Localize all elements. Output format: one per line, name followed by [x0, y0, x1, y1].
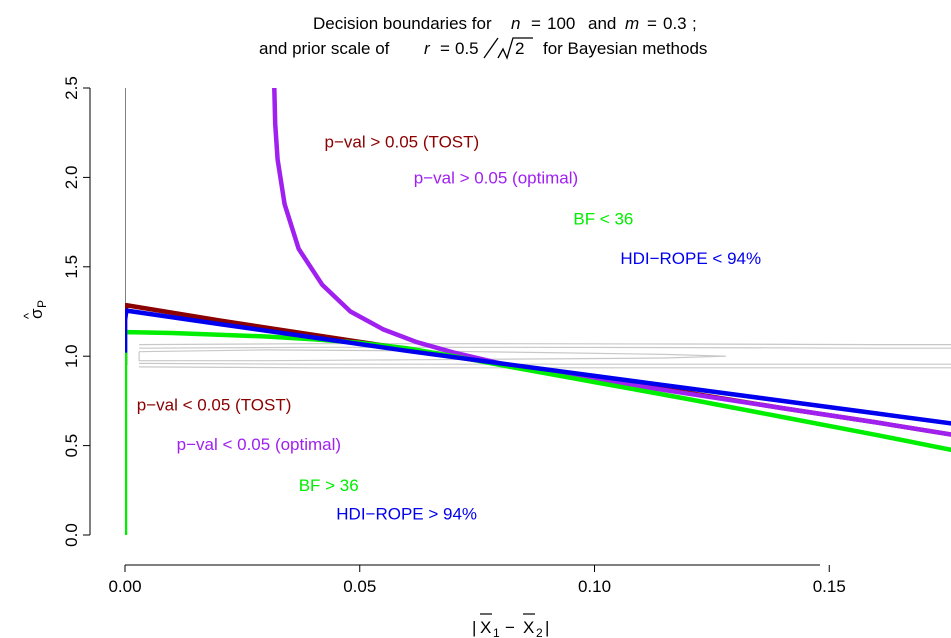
title-r-numerator: 0.5: [455, 39, 479, 58]
x-axis-label: | X 1 − X 2 |: [472, 613, 549, 638]
y-tick-label: 1.0: [62, 344, 81, 368]
title-m-symbol: m: [625, 14, 639, 33]
title-equals-3: =: [440, 39, 450, 58]
annotation-optimal: p−val < 0.05 (optimal): [177, 435, 341, 454]
chart-title: Decision boundaries for n = 100 and m = …: [259, 14, 707, 60]
contour-line-5: [139, 366, 951, 369]
title-line-1: Decision boundaries for n = 100 and m = …: [313, 14, 697, 33]
y-tick-label: 0.0: [62, 523, 81, 547]
x-label-x1: X: [480, 618, 491, 637]
y-tick-label: 1.5: [62, 255, 81, 279]
contour-line-4: [139, 343, 951, 346]
density-contours: [138, 343, 951, 369]
title-equals-1: =: [531, 14, 541, 33]
title-n-value: 100: [547, 14, 575, 33]
annotation-hdi: HDI−ROPE < 94%: [620, 249, 761, 268]
x-label-sub-2: 2: [536, 626, 543, 638]
y-axis-ticks: 0.0 0.5 1.0 1.5 2.0 2.5: [62, 76, 90, 547]
title-m-value: 0.3: [663, 14, 687, 33]
x-tick-label: 0.10: [578, 577, 611, 596]
x-label-sub-1: 1: [493, 626, 500, 638]
annotation-tost: p−val < 0.05 (TOST): [137, 395, 292, 414]
y-label-hat: ^: [21, 312, 36, 319]
y-tick-label: 2.0: [62, 166, 81, 190]
axes: [89, 88, 820, 566]
title-sqrt-symbol: 2: [483, 37, 533, 60]
contour-line-3: [139, 362, 951, 365]
annotation-bf: BF > 36: [299, 476, 359, 495]
title-n-symbol: n: [511, 14, 520, 33]
region-annotations: p−val > 0.05 (TOST) p−val > 0.05 (optimal…: [137, 133, 761, 524]
title-semicolon: ;: [692, 14, 697, 33]
hdi-boundary-line: [125, 308, 951, 426]
x-label-x2: X: [523, 618, 534, 637]
x-tick-label: 0.05: [343, 577, 376, 596]
title-prior-text: and prior scale of: [259, 39, 390, 58]
contour-line-1: [138, 349, 727, 362]
bf-boundary-line: [125, 329, 951, 535]
title-sqrt-radical: [497, 37, 533, 60]
title-and: and: [588, 14, 616, 33]
y-label-sigma: σ: [27, 308, 46, 319]
title-equals-2: =: [647, 14, 657, 33]
title-sqrt-slash: [483, 37, 499, 59]
optimal-boundary-line: [272, 88, 951, 437]
annotation-hdi: HDI−ROPE > 94%: [336, 505, 477, 524]
boundary-lines: [125, 88, 951, 535]
y-tick-label: 2.5: [62, 76, 81, 100]
x-axis-ticks: 0.00 0.05 0.10 0.15: [108, 565, 846, 596]
x-tick-label: 0.15: [813, 577, 846, 596]
title-line-2: and prior scale of r = 0.5: [259, 39, 479, 58]
contour-line-2: [139, 346, 951, 349]
annotation-optimal: p−val > 0.05 (optimal): [414, 168, 578, 187]
x-label-minus: −: [505, 618, 515, 637]
x-label-abs-right: |: [545, 618, 549, 637]
x-label-abs-left: |: [472, 618, 476, 637]
y-label-sub-p: P: [35, 300, 49, 308]
x-tick-label: 0.00: [108, 577, 141, 596]
y-tick-label: 0.5: [62, 434, 81, 458]
y-axis-label: σ ^ P: [21, 300, 49, 319]
annotation-tost: p−val > 0.05 (TOST): [325, 133, 480, 152]
title-text-prefix: Decision boundaries for: [313, 14, 492, 33]
title-bayesian-text: for Bayesian methods: [543, 39, 707, 58]
title-sqrt-radicand: 2: [515, 39, 524, 58]
title-r-symbol: r: [424, 39, 431, 58]
annotation-bf: BF < 36: [573, 210, 633, 229]
